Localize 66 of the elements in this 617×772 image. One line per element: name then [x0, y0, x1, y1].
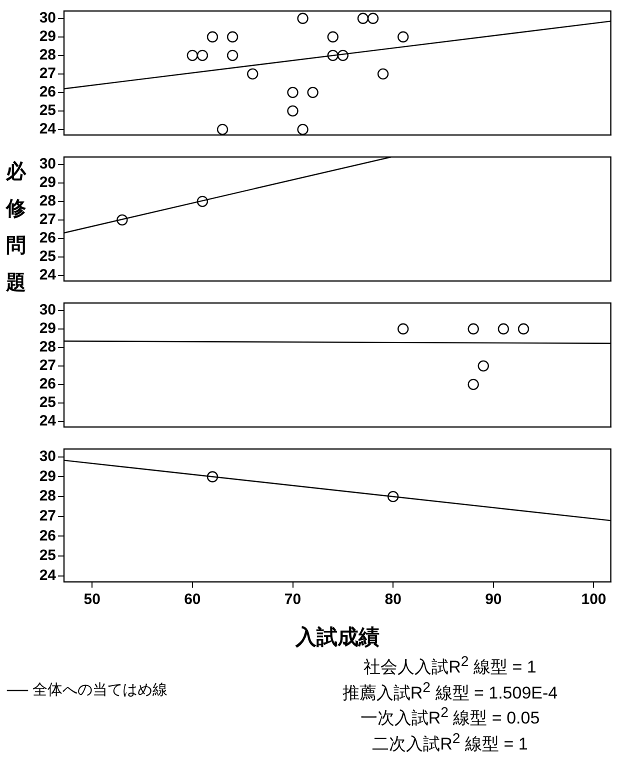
y-tick-label: 24 [39, 120, 57, 138]
x-tick-label: 60 [184, 590, 201, 608]
point [398, 323, 409, 335]
y-tick-label: 30 [39, 156, 56, 173]
y-tick-label: 28 [39, 192, 56, 210]
y-tick-label: 30 [39, 302, 56, 319]
y-tick-label: 27 [39, 65, 56, 82]
y-tick-label: 24 [39, 412, 57, 430]
y-tick-label: 25 [39, 394, 56, 412]
point [327, 31, 338, 43]
y-tick-label: 25 [39, 102, 56, 120]
point [327, 50, 338, 62]
y-tick-label: 24 [39, 266, 57, 284]
point [196, 50, 208, 62]
y-tick-label: 24 [39, 566, 57, 584]
point [498, 323, 510, 335]
y-tick-label: 26 [39, 376, 56, 393]
point [468, 378, 479, 390]
text: 社会人入試R$^{2}$ 線型 = 1 [362, 653, 538, 678]
x-tick-label: 50 [84, 590, 100, 608]
point [478, 360, 489, 372]
point [247, 68, 258, 80]
y-tick-label: 28 [39, 46, 56, 64]
point [226, 50, 238, 62]
x-tick-label: 80 [384, 590, 402, 608]
legend-label: 全体への当てはめ線 [32, 682, 168, 699]
point [377, 68, 389, 80]
y-tick-label: 28 [39, 338, 56, 356]
y-tick-label: 29 [39, 28, 56, 46]
point [468, 323, 479, 335]
y-tick-label: 26 [39, 84, 56, 101]
point [337, 50, 349, 62]
y-tick-label: 30 [39, 10, 56, 27]
point [206, 31, 218, 43]
point [297, 124, 308, 135]
x-axis-title: 入試成績 [294, 626, 380, 650]
y-tick-label: 26 [39, 527, 56, 544]
y-tick-label: 29 [39, 320, 56, 338]
y-tick-label: 25 [39, 248, 56, 266]
point [216, 124, 228, 135]
point [307, 86, 318, 98]
y-tick-label: 30 [39, 448, 56, 466]
y-tick-label: 29 [39, 174, 56, 192]
text: 二次入試R$^{2}$ 線型 = 1 [371, 730, 529, 755]
text: 推薦入試R$^{2}$ 線型 = 1.509E-4 [341, 678, 559, 704]
point [367, 12, 379, 24]
y-tick-label: 27 [39, 508, 56, 525]
y-axis-title: 必修問題 [6, 160, 28, 296]
point [398, 31, 409, 43]
y-tick-label: 26 [39, 230, 56, 247]
y-tick-label: 29 [39, 468, 56, 485]
point [357, 12, 369, 24]
point [297, 12, 308, 24]
y-tick-label: 27 [39, 211, 56, 228]
point [518, 323, 530, 335]
point [186, 50, 198, 62]
x-tick-label: 100 [581, 590, 606, 608]
point [287, 105, 298, 117]
point [226, 31, 238, 43]
y-tick-label: 27 [39, 357, 56, 374]
y-tick-label: 25 [39, 547, 56, 564]
text: 一次入試R$^{2}$ 線型 = 0.05 [359, 704, 541, 729]
x-tick-label: 90 [485, 590, 502, 608]
y-tick-label: 28 [39, 488, 56, 505]
point [287, 86, 298, 98]
x-tick-label: 70 [284, 590, 302, 608]
